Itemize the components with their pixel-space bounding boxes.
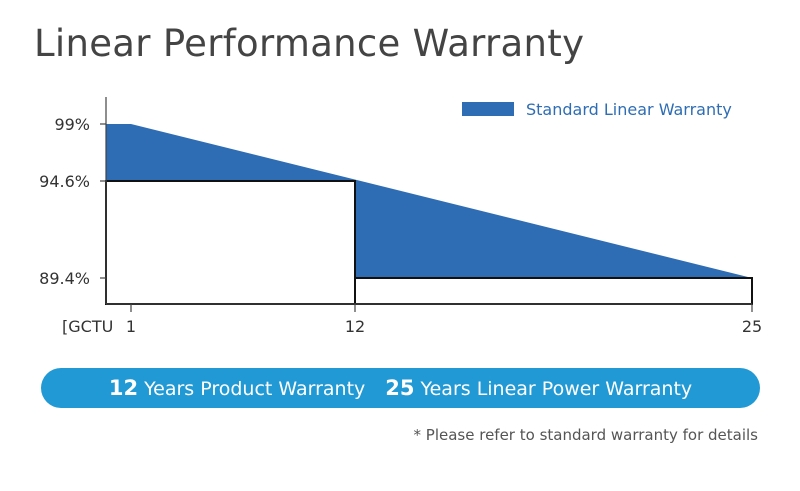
legend-label: Standard Linear Warranty — [526, 100, 732, 119]
y-tick-label-0: 99% — [54, 115, 90, 134]
chart-title: Linear Performance Warranty — [34, 22, 585, 65]
power-warranty-text: Years Linear Power Warranty — [420, 378, 693, 400]
warranty-chart: 99% 94.6% 89.4% 1 12 25 [GCTU Standard Linear W… — [39, 97, 762, 336]
x-tick-label-1: 12 — [345, 317, 365, 336]
power-warranty-segment: 25 Years Linear Power Warranty — [385, 376, 692, 400]
y-tick-label-2: 89.4% — [39, 269, 90, 288]
power-warranty-box — [354, 277, 753, 305]
power-warranty-years: 25 — [385, 376, 415, 400]
legend-swatch — [462, 102, 514, 116]
x-tick-label-2: 25 — [742, 317, 762, 336]
product-warranty-text: Years Product Warranty — [144, 378, 366, 400]
x-origin-label: [GCTU — [62, 317, 113, 336]
y-tick-label-1: 94.6% — [39, 172, 90, 191]
product-warranty-box — [105, 180, 356, 305]
x-tick-label-0: 1 — [126, 317, 136, 336]
warranty-banner: 12 Years Product Warranty 25 Years Linea… — [41, 368, 760, 408]
product-warranty-years: 12 — [108, 376, 139, 400]
product-warranty-segment: 12 Years Product Warranty — [109, 376, 365, 400]
footnote: * Please refer to standard warranty for … — [413, 426, 758, 444]
